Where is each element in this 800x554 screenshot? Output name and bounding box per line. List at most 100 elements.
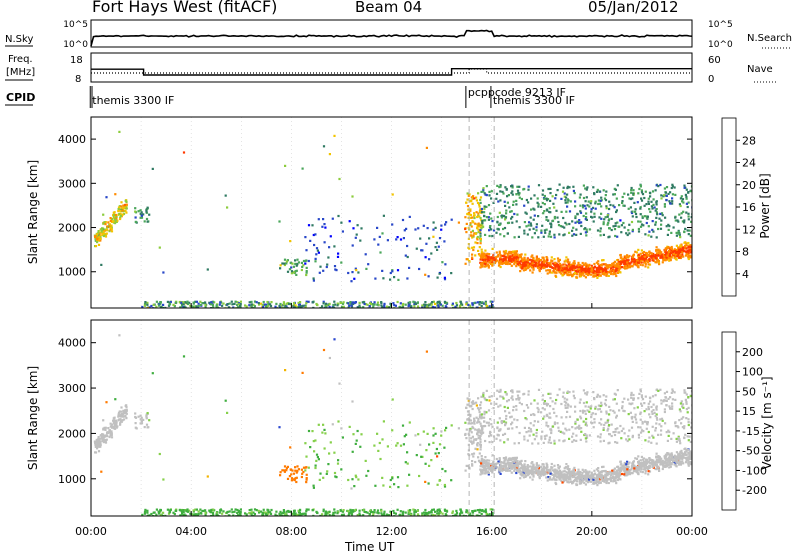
velocity-echo-cell [508, 462, 511, 465]
power-echo-cell [639, 225, 643, 228]
power-echo-cell [112, 215, 115, 218]
velocity-echo-cell [504, 462, 507, 465]
velocity-echo-cell [620, 472, 623, 476]
power-echo-cell [322, 145, 326, 148]
power-echo-cell [685, 244, 688, 247]
velocity-echo-cell [134, 422, 137, 425]
power-echo-cell [521, 263, 524, 267]
power-echo-cell [352, 227, 355, 230]
velocity-echo-cell [481, 429, 484, 432]
power-echo-cell [549, 235, 553, 238]
velocity-echo-cell [685, 448, 688, 451]
velocity-echo-cell [504, 469, 508, 472]
velocity-echo-cell [499, 472, 502, 475]
power-echo-cell [621, 195, 624, 199]
power-echo-cell [470, 196, 473, 199]
power-echo-cell [554, 274, 557, 277]
power-echo-cell [350, 302, 353, 305]
velocity-echo-cell [496, 466, 499, 469]
power-echo-cell [579, 211, 583, 214]
velocity-echo-cell [305, 473, 308, 476]
power-echo-cell [380, 301, 383, 304]
power-echo-cell [106, 225, 109, 228]
power-echo-cell [236, 301, 239, 304]
power-echo-cell [139, 216, 142, 219]
power-echo-cell [476, 235, 479, 239]
power-echo-cell [641, 215, 644, 218]
power-echo-cell [482, 225, 485, 228]
velocity-echo-cell [444, 429, 447, 432]
velocity-echo-cell [501, 469, 504, 472]
velocity-echo-cell [121, 419, 124, 422]
velocity-echo-cell [146, 426, 149, 429]
velocity-echo-cell [652, 403, 655, 406]
power-echo-cell [426, 227, 429, 230]
power-echo-cell [568, 269, 572, 272]
velocity-echo-cell [532, 463, 535, 466]
velocity-echo-cell [437, 452, 440, 455]
velocity-echo-cell [654, 461, 657, 464]
velocity-echo-cell [473, 419, 476, 422]
power-echo-cell [305, 249, 308, 252]
power-echo-cell [545, 228, 548, 231]
power-echo-cell [553, 215, 556, 219]
power-echo-cell [94, 245, 98, 248]
power-echo-cell [634, 210, 637, 213]
power-echo-cell [526, 233, 529, 236]
velocity-echo-cell [544, 466, 547, 470]
power-echo-cell [604, 267, 608, 270]
power-echo-cell [478, 230, 481, 233]
power-echo-cell [661, 214, 664, 217]
power-echo-cell [549, 264, 552, 267]
velocity-echo-cell [580, 480, 583, 484]
power-echo-cell [596, 188, 599, 191]
power-echo-cell [259, 302, 262, 305]
power-echo-cell [500, 258, 503, 261]
power-echo-cell [443, 300, 446, 303]
power-echo-cell [655, 203, 658, 206]
velocity-echo-cell [584, 437, 587, 440]
power-echo-cell [382, 214, 385, 217]
velocity-echo-cell [621, 464, 624, 467]
power-echo-cell [393, 276, 396, 279]
nsearch-label: N.Search [747, 33, 792, 44]
power-echo-cell [295, 305, 299, 308]
power-echo-cell [526, 263, 530, 266]
power-echo-cell [631, 228, 634, 231]
velocity-echo-cell [604, 478, 607, 482]
power-echo-cell [480, 257, 483, 260]
power-echo-cell [684, 227, 687, 230]
power-echo-cell [474, 222, 477, 225]
power-echo-cell [312, 277, 315, 280]
power-echo-cell [483, 205, 486, 208]
power-echo-cell [612, 193, 615, 196]
velocity-echo-cell [681, 405, 684, 408]
velocity-echo-cell [553, 442, 556, 445]
velocity-echo-cell [586, 481, 589, 484]
power-echo-cell [467, 216, 470, 219]
power-echo-cell [125, 211, 128, 214]
power-echo-cell [406, 244, 409, 248]
power-echo-cell [168, 302, 171, 305]
velocity-echo-cell [103, 426, 106, 429]
power-echo-cell [369, 303, 373, 306]
velocity-echo-cell [505, 417, 508, 420]
power-echo-cell [189, 304, 192, 307]
power-echo-cell [505, 188, 508, 191]
power-echo-cell [594, 265, 597, 268]
power-echo-cell [418, 267, 421, 271]
velocity-echo-cell [489, 469, 492, 472]
velocity-echo-cell [525, 472, 528, 475]
power-echo-cell [637, 265, 640, 268]
velocity-echo-cell [283, 465, 287, 468]
power-echo-cell [94, 235, 97, 238]
power-echo-cell [477, 253, 481, 256]
power-echo-cell [466, 205, 470, 208]
power-echo-cell [615, 266, 618, 269]
velocity-echo-cell [401, 424, 405, 427]
velocity-echo-cell [473, 438, 476, 441]
power-echo-cell [660, 251, 663, 254]
velocity-echo-cell [590, 473, 593, 476]
power-echo-cell [630, 189, 633, 192]
power-echo-cell [564, 259, 567, 262]
